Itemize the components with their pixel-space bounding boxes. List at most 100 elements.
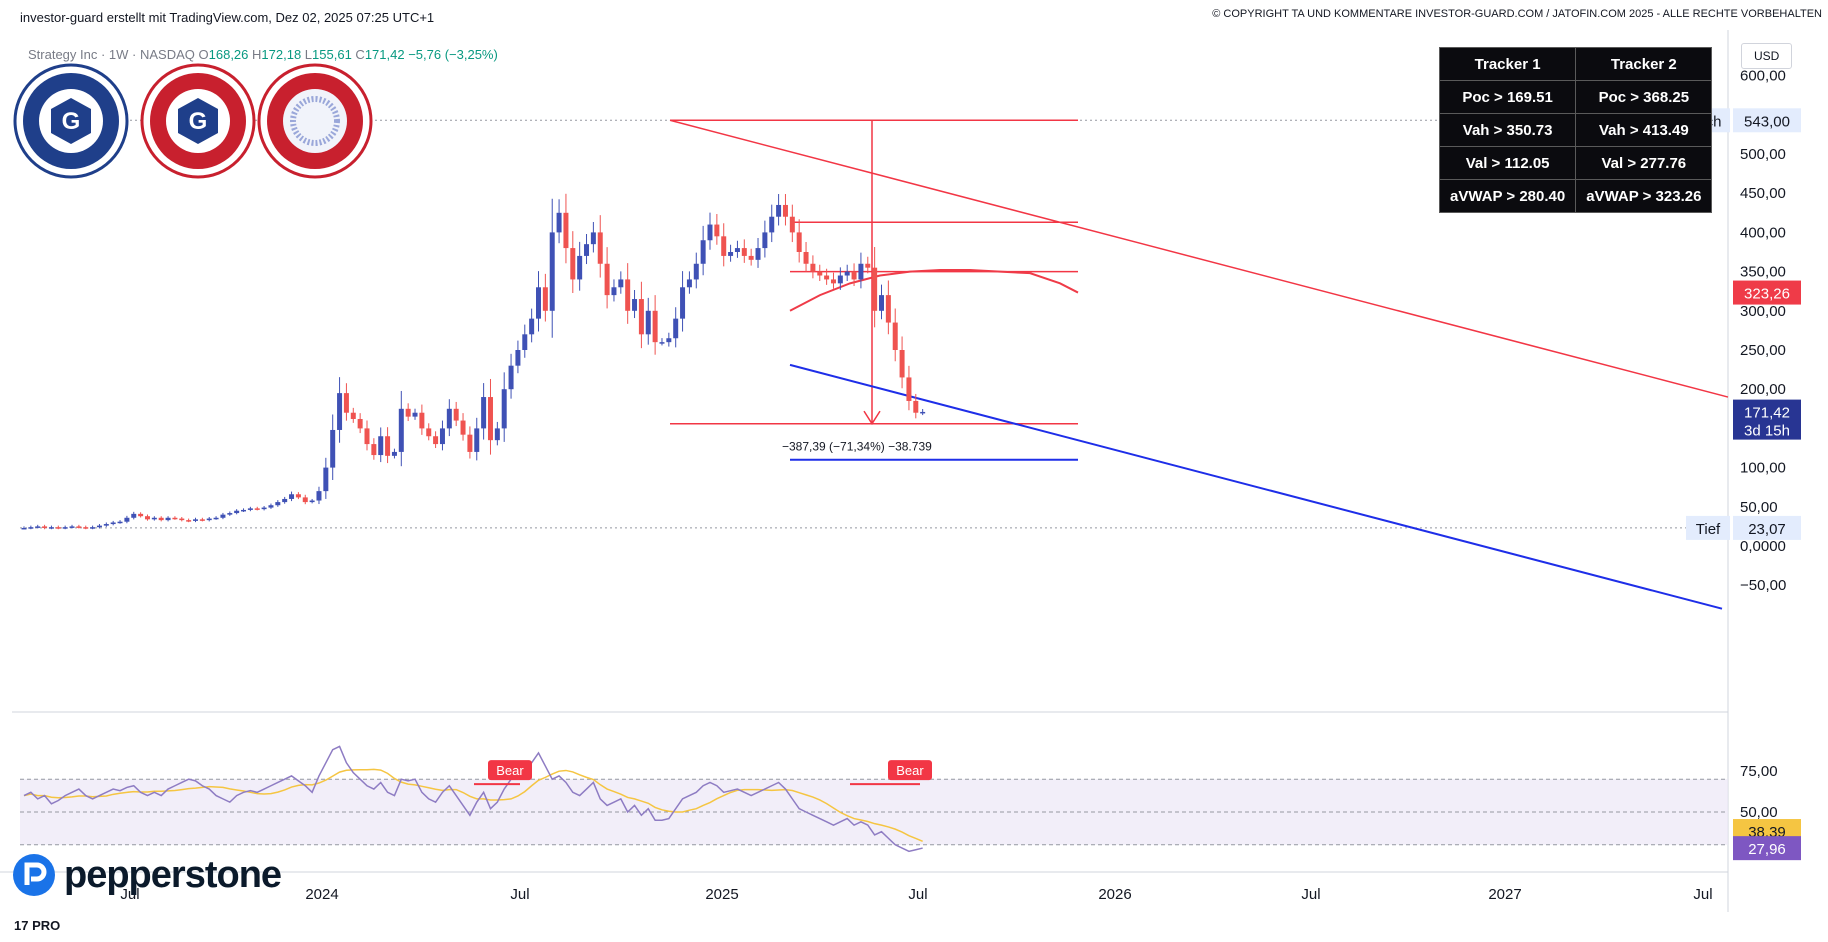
candle-body <box>90 527 96 529</box>
price-tick-label: 50,00 <box>1740 499 1778 516</box>
price-tick-label: 350,00 <box>1740 264 1786 281</box>
price-tick-label: 450,00 <box>1740 185 1786 202</box>
compliance-seal-icon: G <box>13 63 129 179</box>
candle-body <box>782 204 788 217</box>
pepperstone-mark-icon <box>13 854 55 896</box>
time-tick-label: Jul <box>120 886 139 903</box>
candle-body <box>110 522 116 525</box>
open-value: 168,26 <box>208 47 249 62</box>
ki-assistance-seal-icon <box>257 63 373 179</box>
rsi-tick-label: 75,00 <box>1740 763 1778 780</box>
candle-body <box>892 322 898 350</box>
close-value: 171,42 <box>364 47 405 62</box>
tracker-cell: aVWAP > 280.40 <box>1438 179 1577 213</box>
candle-body <box>776 204 782 217</box>
candle-body <box>570 248 576 280</box>
candle-body <box>734 248 740 252</box>
candle-body <box>638 299 644 335</box>
price-tick-label: 200,00 <box>1740 381 1786 398</box>
candle-body <box>604 263 610 296</box>
candle-body <box>241 509 247 512</box>
candle-body <box>179 518 185 521</box>
pepperstone-logo: pepperstone <box>12 853 282 897</box>
resistance-trendline <box>669 119 1729 398</box>
candle-body <box>707 224 713 241</box>
tracker-cell: aVWAP > 323.26 <box>1575 179 1713 213</box>
price-tick-label: 500,00 <box>1740 146 1786 163</box>
candle-body <box>796 232 802 252</box>
candle-body <box>906 377 912 401</box>
tief-value-badge-bg <box>1733 515 1801 540</box>
tracker-header: Tracker 1 <box>1438 47 1577 81</box>
rsi-line <box>23 745 923 853</box>
candle-body <box>35 526 41 528</box>
candle-body <box>247 508 253 510</box>
candle-body <box>254 508 260 510</box>
svg-text:G: G <box>189 108 208 135</box>
candle-body <box>913 400 919 413</box>
time-tick-label: 2024 <box>305 886 338 903</box>
candle-body <box>460 420 466 435</box>
hoch-value-badge: 543,00 <box>1744 113 1790 130</box>
pattern-radar-seal-icon: G <box>140 63 256 179</box>
change-value: −5,76 (−3,25%) <box>408 47 498 62</box>
candle-body <box>405 408 411 417</box>
candle-body <box>193 519 198 521</box>
candle-body <box>234 510 240 514</box>
candle-body <box>261 507 267 510</box>
high-label: H <box>252 47 262 62</box>
candle-body <box>885 295 891 323</box>
candle-body <box>748 255 754 260</box>
tracker-cell: Val > 277.76 <box>1575 146 1713 180</box>
candle-body <box>652 310 658 343</box>
candle-body <box>837 275 843 284</box>
price-tick-label: 250,00 <box>1740 342 1786 359</box>
candle-body <box>117 521 123 524</box>
time-tick-label: Jul <box>1693 886 1712 903</box>
candle-body <box>899 350 905 378</box>
price-tick-label: −50,00 <box>1740 577 1786 594</box>
candle-body <box>584 244 590 256</box>
tief-value-badge: 23,07 <box>1748 521 1786 538</box>
candle-body <box>343 393 349 413</box>
candle-body <box>172 517 178 520</box>
candle-body <box>350 412 356 419</box>
symbol-legend[interactable]: Strategy Inc · 1W · NASDAQ O168,26 H172,… <box>28 47 498 62</box>
candle-body <box>83 527 89 529</box>
candle-body <box>199 519 205 521</box>
tief-label-bg <box>1686 515 1730 540</box>
candle-body <box>590 232 596 245</box>
candle-body <box>323 467 329 492</box>
candle-body <box>577 255 583 280</box>
candle-body <box>522 334 528 350</box>
candle-body <box>330 429 336 468</box>
candle-body <box>385 436 391 456</box>
brand-name: pepperstone <box>64 853 282 896</box>
currency-button[interactable]: USD <box>1741 43 1793 69</box>
candle-body <box>426 428 432 437</box>
candle-body <box>275 502 281 506</box>
tracker-cell: Vah > 413.49 <box>1575 113 1713 147</box>
candle-body <box>789 216 795 233</box>
candle-body <box>378 436 384 456</box>
candle-body <box>487 397 493 441</box>
rsi-value-badge-bg <box>1733 836 1801 861</box>
candle-body <box>165 517 171 521</box>
candle-body <box>186 520 192 522</box>
candle-body <box>666 338 672 343</box>
candle-body <box>69 526 75 528</box>
tradingview-logo: 17 PRO <box>14 918 61 933</box>
candle-body <box>769 216 775 233</box>
candle-body <box>865 263 871 268</box>
candle-body <box>55 527 61 529</box>
candle-body <box>686 279 692 288</box>
last-price-badge-bg <box>1733 399 1801 440</box>
candle-body <box>289 494 295 499</box>
candle-body <box>412 412 418 417</box>
candle-body <box>824 275 830 280</box>
candle-body <box>693 263 699 280</box>
copyright-notice: © COPYRIGHT TA UND KOMMENTARE INVESTOR-G… <box>1212 8 1822 20</box>
candle-body <box>817 271 823 276</box>
